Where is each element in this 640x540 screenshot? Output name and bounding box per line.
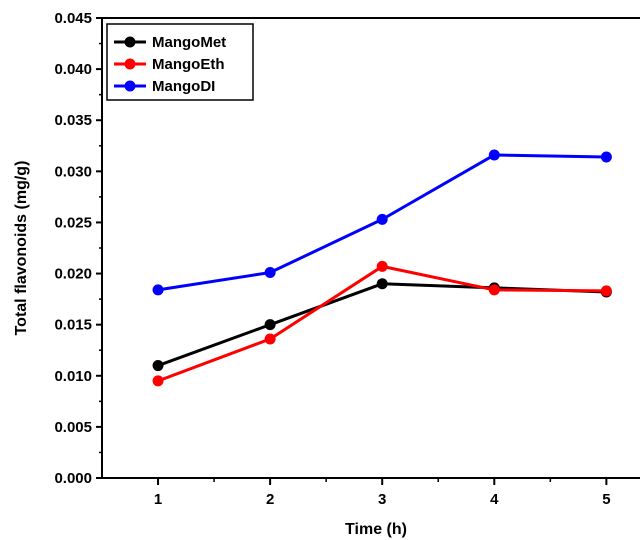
y-tick-label: 0.000 bbox=[54, 470, 92, 487]
legend-label: MangoEth bbox=[152, 56, 225, 73]
data-point bbox=[488, 284, 500, 296]
y-tick-label: 0.020 bbox=[54, 266, 92, 283]
x-axis-title: Time (h) bbox=[345, 521, 407, 538]
data-point bbox=[152, 360, 164, 372]
data-point bbox=[600, 151, 612, 163]
y-axis: 0.000 0.005 0.010 0.015 0.020 0.025 0.030 0.035… bbox=[54, 10, 102, 487]
series-MangoEth bbox=[152, 260, 612, 387]
data-point bbox=[152, 375, 164, 387]
y-tick-label: 0.005 bbox=[54, 419, 92, 436]
data-point bbox=[488, 149, 500, 161]
y-axis-title: Total flavonoids (mg/g) bbox=[13, 161, 30, 336]
x-axis: 1 2 3 4 5 bbox=[154, 478, 611, 508]
legend-marker bbox=[124, 58, 136, 70]
series-layer bbox=[152, 149, 612, 387]
legend-item: MangoEth bbox=[114, 56, 225, 73]
legend: MangoMet MangoEth MangoDI bbox=[106, 23, 254, 101]
data-point bbox=[376, 213, 388, 225]
data-point bbox=[264, 267, 276, 279]
y-tick-label: 0.015 bbox=[54, 317, 92, 334]
series-line bbox=[157, 282, 607, 367]
y-tick-label: 0.045 bbox=[54, 10, 92, 27]
data-point bbox=[376, 260, 388, 272]
legend-label: MangoDI bbox=[152, 78, 215, 95]
data-point bbox=[264, 319, 276, 331]
x-tick-label: 5 bbox=[602, 491, 610, 508]
y-tick-label: 0.035 bbox=[54, 112, 92, 129]
y-tick-label: 0.030 bbox=[54, 163, 92, 180]
legend-label: MangoMet bbox=[152, 34, 226, 51]
y-tick-label: 0.010 bbox=[54, 368, 92, 385]
x-tick-label: 1 bbox=[154, 491, 162, 508]
series-MangoDI bbox=[152, 149, 612, 296]
y-tick-label: 0.040 bbox=[54, 61, 92, 78]
x-tick-label: 3 bbox=[378, 491, 386, 508]
data-point bbox=[152, 284, 164, 296]
legend-item: MangoDI bbox=[114, 78, 215, 95]
x-tick-label: 2 bbox=[266, 491, 274, 508]
data-point bbox=[264, 333, 276, 345]
data-point bbox=[376, 278, 388, 290]
legend-item: MangoMet bbox=[114, 34, 226, 51]
legend-marker bbox=[124, 36, 136, 48]
legend-marker bbox=[124, 80, 136, 92]
data-point bbox=[600, 285, 612, 297]
y-tick-label: 0.025 bbox=[54, 214, 92, 231]
x-tick-label: 4 bbox=[490, 491, 499, 508]
